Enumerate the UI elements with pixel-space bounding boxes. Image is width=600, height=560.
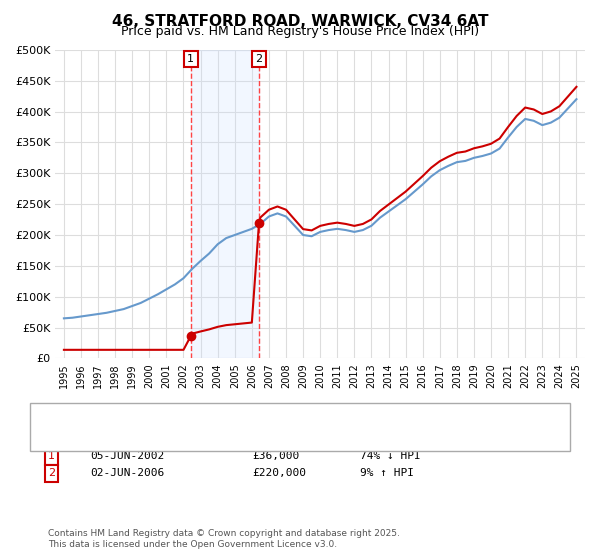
Line: HPI: Average price, semi-detached house, Warwick: HPI: Average price, semi-detached house,…	[64, 99, 577, 318]
46, STRATFORD ROAD, WARWICK, CV34 6AT (semi-detached house)	[291, 216, 298, 223]
Text: Price paid vs. HM Land Registry's House Price Index (HPI): Price paid vs. HM Land Registry's House …	[121, 25, 479, 38]
HPI: Average price, semi-detached house, Warwick: (2.02e+03, 4.2e+05): Average price, semi-detached house, Warw…	[573, 96, 580, 102]
HPI: Average price, semi-detached house, Warwick: (2.01e+03, 2.15e+05): Average price, semi-detached house, Warw…	[368, 222, 375, 229]
Text: 2: 2	[48, 468, 55, 478]
Text: 02-JUN-2006: 02-JUN-2006	[90, 468, 164, 478]
46, STRATFORD ROAD, WARWICK, CV34 6AT (semi-detached house)	[214, 324, 221, 330]
Text: 46, STRATFORD ROAD, WARWICK, CV34 6AT (semi-detached house): 46, STRATFORD ROAD, WARWICK, CV34 6AT (s…	[78, 407, 431, 417]
Text: 2: 2	[256, 54, 263, 64]
HPI: Average price, semi-detached house, Warwick: (2.01e+03, 2.05e+05): Average price, semi-detached house, Warw…	[239, 228, 247, 235]
Text: £220,000: £220,000	[252, 468, 306, 478]
HPI: Average price, semi-detached house, Warwick: (2.01e+03, 2.1e+05): Average price, semi-detached house, Warw…	[334, 226, 341, 232]
Text: HPI: Average price, semi-detached house, Warwick: HPI: Average price, semi-detached house,…	[78, 424, 343, 435]
Text: 9% ↑ HPI: 9% ↑ HPI	[360, 468, 414, 478]
46, STRATFORD ROAD, WARWICK, CV34 6AT (semi-detached house)	[197, 328, 204, 335]
HPI: Average price, semi-detached house, Warwick: (2.02e+03, 3.58e+05): Average price, semi-detached house, Warw…	[505, 134, 512, 141]
Text: Contains HM Land Registry data © Crown copyright and database right 2025.
This d: Contains HM Land Registry data © Crown c…	[48, 529, 400, 549]
HPI: Average price, semi-detached house, Warwick: (2e+03, 6.5e+04): Average price, semi-detached house, Warw…	[61, 315, 68, 321]
Text: 1: 1	[187, 54, 194, 64]
46, STRATFORD ROAD, WARWICK, CV34 6AT (semi-detached house)	[565, 93, 572, 100]
HPI: Average price, semi-detached house, Warwick: (2e+03, 1.12e+05): Average price, semi-detached house, Warw…	[163, 286, 170, 293]
46, STRATFORD ROAD, WARWICK, CV34 6AT (semi-detached house)	[573, 83, 580, 90]
Text: 46, STRATFORD ROAD, WARWICK, CV34 6AT: 46, STRATFORD ROAD, WARWICK, CV34 6AT	[112, 14, 488, 29]
Bar	[191, 50, 259, 358]
Text: £36,000: £36,000	[252, 451, 299, 461]
Text: 1: 1	[48, 451, 55, 461]
46, STRATFORD ROAD, WARWICK, CV34 6AT (semi-detached house)	[410, 180, 418, 187]
Text: 74% ↓ HPI: 74% ↓ HPI	[360, 451, 421, 461]
HPI: Average price, semi-detached house, Warwick: (2e+03, 1.3e+05): Average price, semi-detached house, Warw…	[180, 275, 187, 282]
Line: 46, STRATFORD ROAD, WARWICK, CV34 6AT (semi-detached house): 46, STRATFORD ROAD, WARWICK, CV34 6AT (s…	[64, 87, 577, 350]
46, STRATFORD ROAD, WARWICK, CV34 6AT (semi-detached house)	[308, 227, 315, 234]
Text: 05-JUN-2002: 05-JUN-2002	[90, 451, 164, 461]
46, STRATFORD ROAD, WARWICK, CV34 6AT (semi-detached house)	[61, 347, 68, 353]
